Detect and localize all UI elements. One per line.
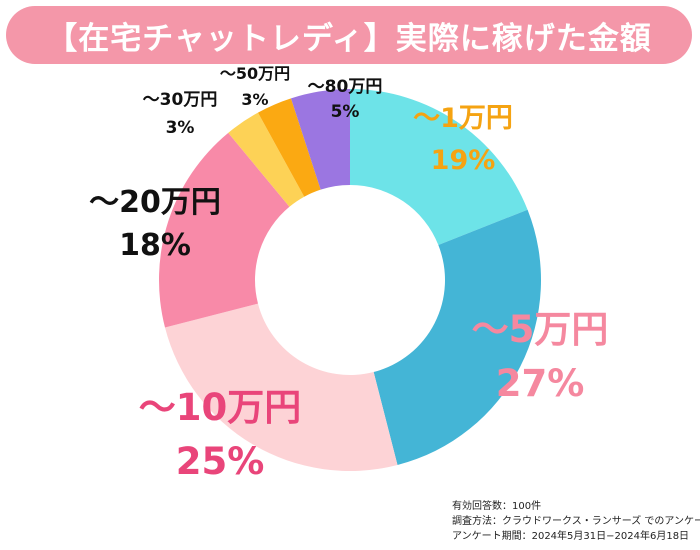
slice-value-label-2: 27%: [496, 362, 585, 405]
title-banner: 【在宅チャットレディ】実際に稼げた金額: [6, 6, 692, 64]
slice-category-label-6: 〜50万円: [220, 64, 290, 83]
footnote-period: アンケート期間：2024年5月31日−2024年6月18日: [452, 531, 690, 542]
slice-category-label-7: 〜80万円: [308, 77, 383, 97]
slice-category-label-5: 〜30万円: [143, 90, 218, 110]
slice-value-label-5: 3%: [166, 118, 195, 138]
slice-value-label-4: 18%: [119, 228, 191, 263]
slice-value-label-7: 5%: [331, 102, 360, 122]
donut-slice-7: [290, 89, 350, 190]
slice-category-label-3: 〜10万円: [139, 386, 302, 429]
donut-slice-5: [228, 112, 305, 207]
survey-footnote: 有効回答数：100件 調査方法：クラウドワークス・ランサーズ でのアンケート ア…: [452, 499, 700, 544]
slice-value-label-1: 19%: [431, 145, 496, 176]
slice-category-label-2: 〜5万円: [472, 308, 609, 351]
slice-value-label-3: 25%: [176, 440, 265, 483]
donut-slice-4: [159, 132, 290, 328]
donut-slice-2: [373, 209, 541, 465]
slice-value-label-6: 3%: [241, 90, 268, 109]
slice-category-label-1: 〜1万円: [413, 103, 513, 134]
chart-title: 【在宅チャットレディ】実際に稼げた金額: [46, 20, 652, 57]
donut-slice-6: [257, 98, 321, 197]
donut-slice-1: [350, 89, 528, 246]
donut-slice-3: [165, 303, 398, 471]
footnote-responses: 有効回答数：100件: [452, 501, 542, 512]
footnote-method: 調査方法：クラウドワークス・ランサーズ でのアンケート: [452, 516, 700, 527]
slice-category-label-4: 〜20万円: [89, 185, 221, 220]
